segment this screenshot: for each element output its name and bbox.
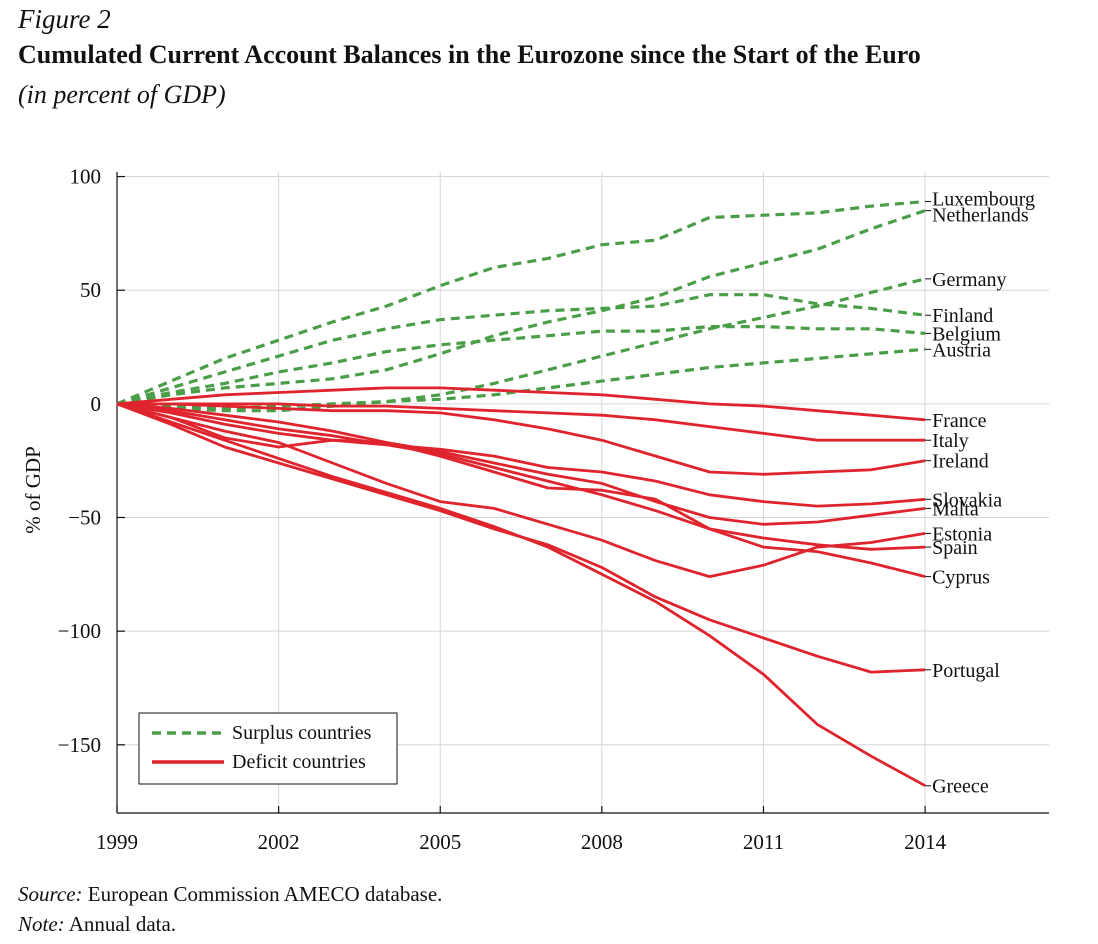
axis-layer: 100 50 0 −50 −100 −150 1999 2002 2005 2008 2011 201…	[58, 165, 1049, 854]
series-label-slovakia: Slovakia	[932, 489, 1002, 511]
series-line-estonia	[116, 402, 926, 578]
series-label-greece: Greece	[932, 776, 989, 798]
series-line-cyprus	[116, 402, 926, 578]
series-label-belgium: Belgium	[932, 323, 1001, 345]
y-tick-label: −50	[68, 506, 101, 530]
note-text: Annual data.	[68, 912, 177, 936]
series-line-luxembourg	[116, 199, 926, 406]
series-line-belgium	[116, 325, 926, 406]
chart-subtitle: (in percent of GDP)	[18, 80, 226, 109]
y-tick-label: −100	[58, 619, 101, 643]
series-label-luxembourg: Luxembourg	[932, 189, 1035, 211]
x-tick-label: 2005	[419, 830, 461, 854]
chart-title: Cumulated Current Account Balances in th…	[18, 40, 921, 69]
x-tick-label: 2014	[904, 830, 947, 854]
grid-layer	[116, 172, 1049, 813]
series-layer	[116, 199, 926, 787]
series-label-malta: Malta	[932, 498, 979, 520]
figure-label: Figure 2	[18, 4, 111, 34]
legend-label-surplus: Surplus countries	[232, 722, 372, 744]
legend: Surplus countries Deficit countries	[138, 712, 398, 785]
y-tick-label: −150	[58, 733, 101, 757]
x-tick-label: 2008	[581, 830, 623, 854]
series-label-italy: Italy	[932, 430, 969, 452]
source-text: European Commission AMECO database.	[87, 882, 443, 906]
x-tick-label: 2002	[258, 830, 300, 854]
series-line-slovakia	[116, 402, 926, 508]
x-tick-label: 2011	[743, 830, 784, 854]
y-tick-label: 100	[70, 165, 102, 189]
series-label-estonia: Estonia	[932, 523, 992, 545]
note: Note: Annual data.	[18, 912, 176, 937]
series-label-portugal: Portugal	[932, 660, 1000, 682]
series-line-finland	[116, 293, 926, 406]
series-label-austria: Austria	[932, 339, 991, 361]
series-line-ireland	[117, 402, 926, 476]
series-line-malta	[116, 402, 926, 526]
legend-label-deficit: Deficit countries	[232, 751, 366, 773]
series-label-germany: Germany	[932, 269, 1006, 291]
y-tick-label: 0	[91, 392, 102, 416]
legend-box	[138, 712, 398, 785]
series-label-finland: Finland	[932, 305, 993, 327]
series-line-netherlands	[116, 209, 926, 406]
y-axis-title: % of GDP	[21, 446, 45, 534]
x-tick-label: 1999	[96, 830, 138, 854]
series-label-spain: Spain	[932, 537, 978, 559]
series-label-cyprus: Cyprus	[932, 567, 990, 589]
series-label-netherlands: Netherlands	[932, 205, 1029, 227]
series-line-greece	[116, 402, 926, 787]
series-line-germany	[116, 277, 926, 413]
series-line-austria	[116, 347, 926, 410]
series-line-france	[116, 386, 926, 422]
y-tick-label: 50	[80, 278, 101, 302]
series-line-spain	[116, 402, 926, 551]
series-label-ireland: Ireland	[932, 451, 989, 473]
note-label: Note:	[18, 912, 65, 936]
series-label-france: France	[932, 410, 987, 432]
series-line-italy	[117, 402, 926, 442]
source-note: Source: European Commission AMECO databa…	[18, 882, 442, 907]
source-label: Source:	[18, 882, 83, 906]
